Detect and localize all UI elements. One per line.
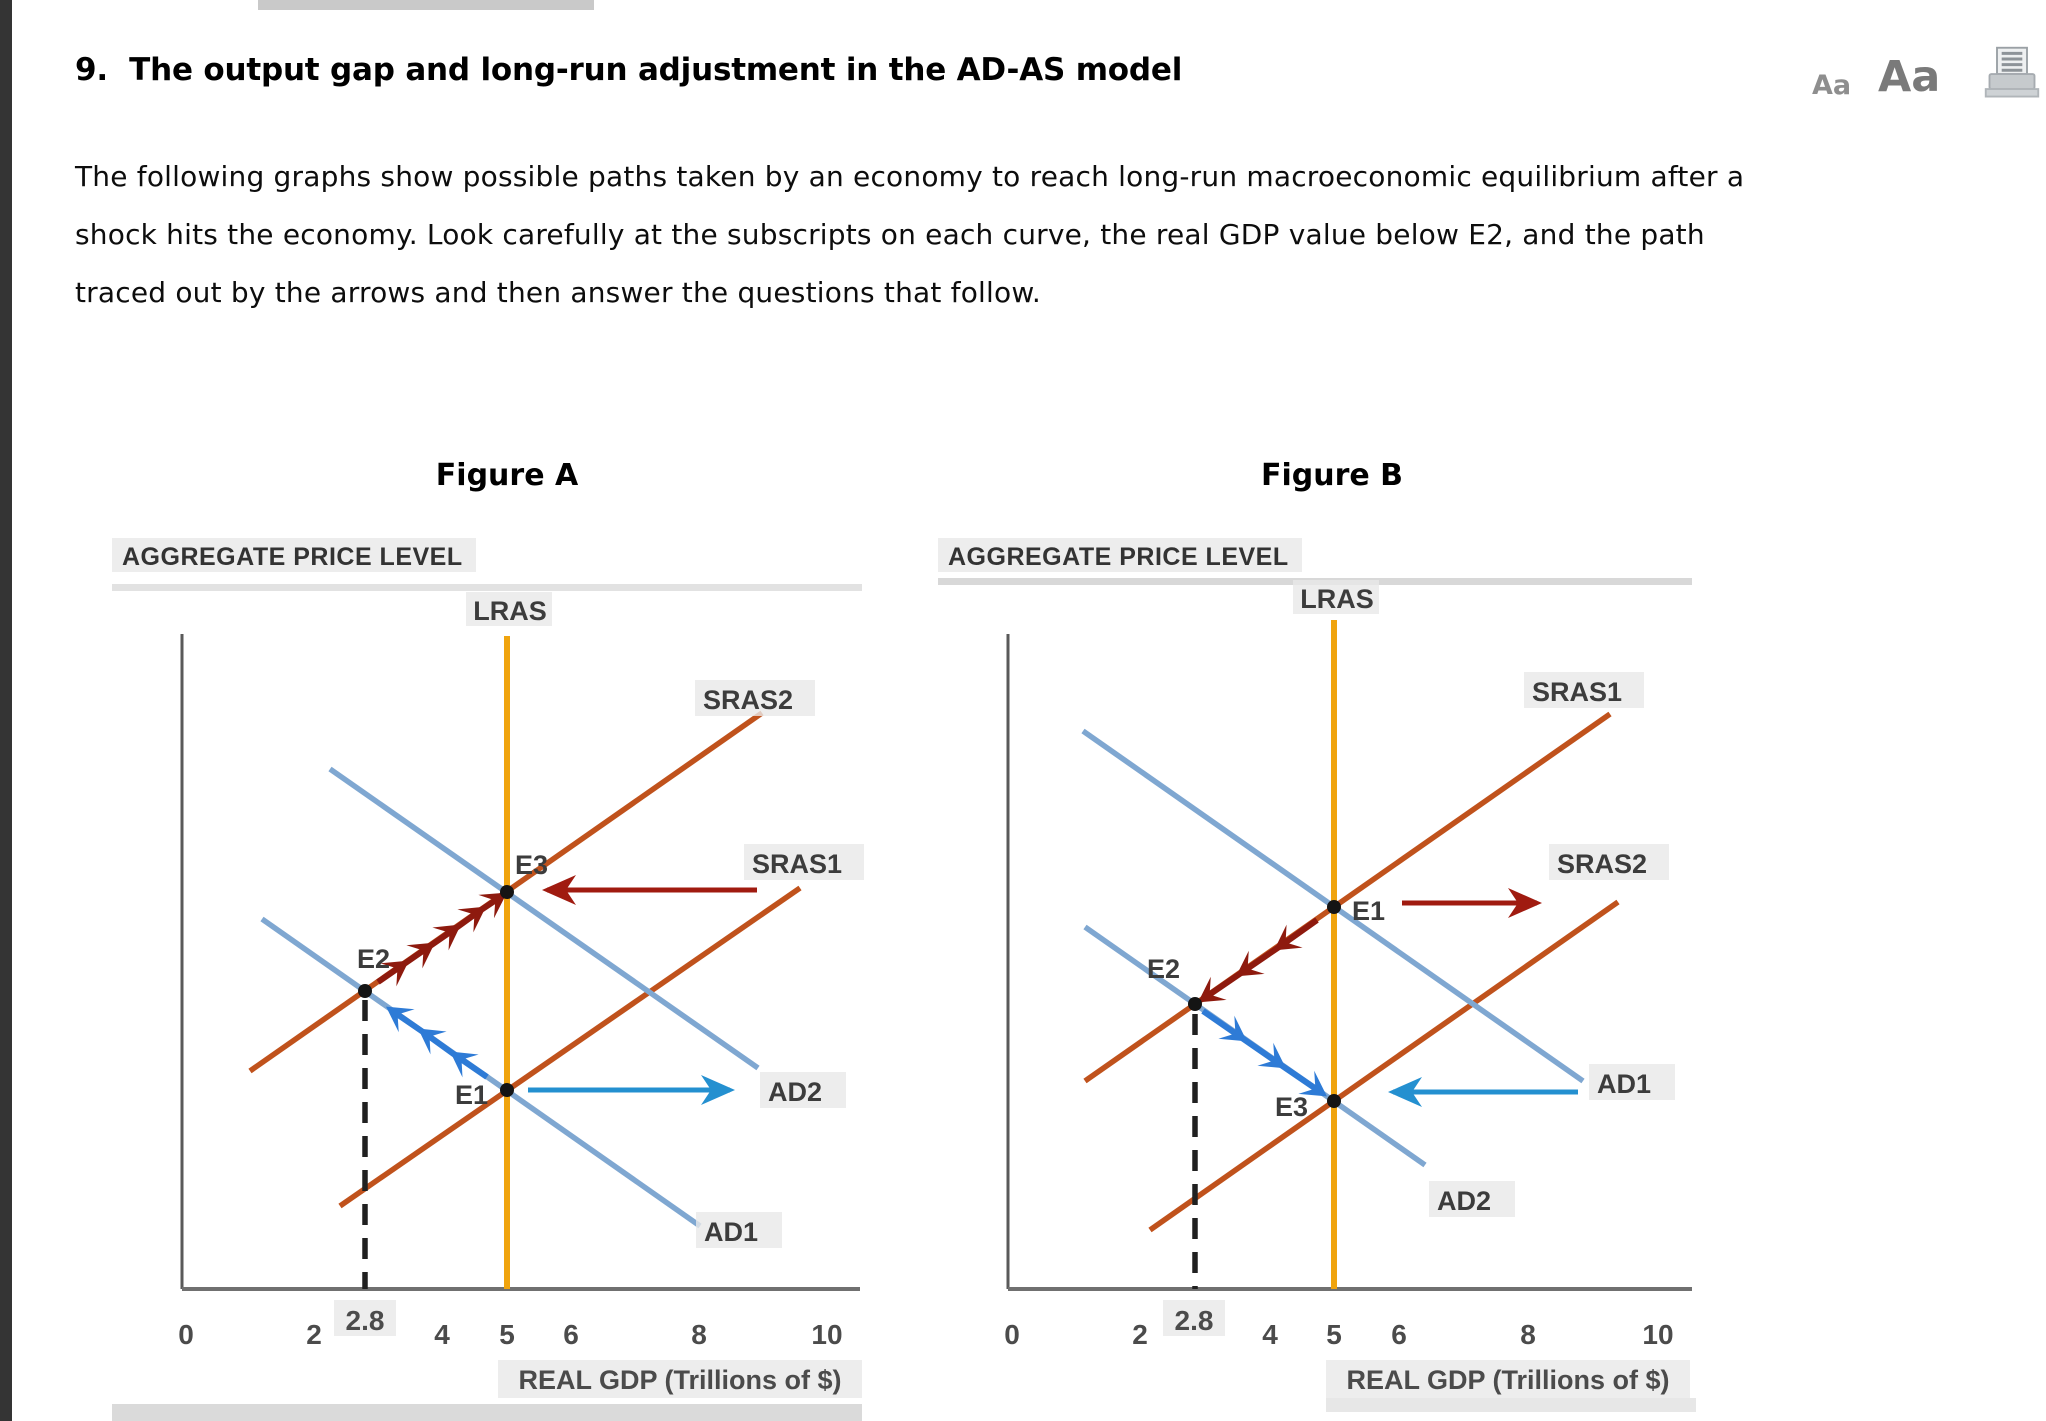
figure-a-title: Figure A: [435, 458, 579, 493]
figure-b-title: Figure B: [1260, 458, 1404, 493]
figure-a-tick-6: 6: [563, 1319, 579, 1350]
label-bg: [498, 1360, 862, 1398]
figure-b-sras2-curve: [1148, 899, 1620, 1233]
figure-a-ad1-label: AD1: [704, 1217, 758, 1247]
figure-b-ad2-label: AD2: [1437, 1186, 1491, 1216]
printer-icon: [1984, 46, 2040, 98]
figure-a-tick-4: 4: [434, 1319, 450, 1350]
print-button[interactable]: [1982, 42, 2042, 111]
figure-b-tick-5: 5: [1326, 1319, 1342, 1350]
figure-a-e3-point: [500, 885, 514, 899]
figure-a-tick-0: 0: [178, 1319, 194, 1350]
figure-b-y-axis-label: AGGREGATE PRICE LEVEL: [948, 543, 1289, 571]
figure-b-e1-label: E1: [1352, 896, 1385, 926]
figure-b-sras1-label: SRAS1: [1532, 677, 1622, 707]
figure-a-lras-label: LRAS: [473, 596, 547, 626]
font-size-large-button[interactable]: Aa: [1878, 52, 1941, 102]
figure-a-x-axis-label: REAL GDP (Trillions of $): [518, 1365, 841, 1395]
figure-b-e3-point: [1327, 1094, 1341, 1108]
figure-b-ad1-label: AD1: [1597, 1069, 1651, 1099]
figure-a-plot: AGGREGATE PRICE LEVEL LRAS SRAS2 SRAS1 A…: [112, 538, 864, 1421]
figure-b-tick-10: 10: [1642, 1319, 1673, 1350]
figure-b-e3-label: E3: [1275, 1092, 1308, 1122]
font-size-small-button[interactable]: Aa: [1812, 70, 1852, 101]
intro-line-1: The following graphs show possible paths…: [75, 160, 1745, 193]
figure-b-movement-e1-to-e2-arrows: [1198, 917, 1319, 1003]
label-bg: [1326, 1360, 1690, 1398]
page-title: 9. The output gap and long-run adjustmen…: [75, 52, 1183, 88]
label-bg: [334, 1300, 396, 1336]
figure-b-tick-6: 6: [1391, 1319, 1407, 1350]
figure-a-sras1-curve: [338, 885, 802, 1209]
figure-a-movement-e1-to-e2-arrows: [386, 1006, 489, 1080]
figure-b-bottom-border: [1326, 1398, 1696, 1412]
figure-a-e2-point: [358, 984, 372, 998]
label-bg: [112, 538, 476, 572]
figure-b-e1-point: [1327, 900, 1341, 914]
figure-a-tick-2: 2: [306, 1319, 322, 1350]
figure-b-tick-4: 4: [1262, 1319, 1278, 1350]
figure-b-tick-2: 2: [1132, 1319, 1148, 1350]
figure-a-movement-e2-to-e3-arrows: [376, 892, 507, 987]
figure-b-e2-point: [1188, 997, 1202, 1011]
left-scrollbar[interactable]: [0, 0, 12, 1421]
figure-b-lras-label: LRAS: [1300, 584, 1374, 614]
figure-b-plot: AGGREGATE PRICE LEVEL LRAS SRAS1 SRAS2 A…: [938, 538, 1696, 1412]
figure-b-tick-8: 8: [1520, 1319, 1536, 1350]
label-bg: [695, 680, 815, 716]
figure-a-ad2-curve: [328, 766, 760, 1071]
figure-b-tick-0: 0: [1004, 1319, 1020, 1350]
label-bg: [1589, 1064, 1675, 1100]
label-bg: [696, 1212, 782, 1248]
figure-b-x-axis-label: REAL GDP (Trillions of $): [1346, 1365, 1669, 1395]
intro-line-2: shock hits the economy. Look carefully a…: [75, 218, 1705, 251]
label-bg: [744, 844, 864, 880]
figure-a-e1-point: [500, 1083, 514, 1097]
label-bg: [938, 538, 1302, 572]
figure-a-e1-label: E1: [455, 1080, 488, 1110]
figure-a-tick-10: 10: [811, 1319, 842, 1350]
figure-b-movement-e2-to-e3-arrows: [1201, 1008, 1327, 1097]
figure-a-tick-2-8: 2.8: [346, 1305, 385, 1336]
figure-a-e2-label: E2: [357, 944, 390, 974]
label-bg: [760, 1072, 846, 1108]
intro-paragraph: The following graphs show possible paths…: [75, 148, 1744, 322]
figure-a-sras1-label: SRAS1: [752, 849, 842, 879]
label-bg: [1524, 672, 1644, 708]
label-bg: [466, 592, 552, 626]
label-bg: [1293, 580, 1379, 614]
figure-a-tick-8: 8: [691, 1319, 707, 1350]
figure-a-bottom-border: [112, 1404, 862, 1421]
figure-a-y-axis-label: AGGREGATE PRICE LEVEL: [122, 543, 463, 571]
figure-b-sras1-curve: [1083, 711, 1612, 1084]
figure-b-e2-label: E2: [1147, 954, 1180, 984]
figure-a-e3-label: E3: [515, 850, 548, 880]
intro-line-3: traced out by the arrows and then answer…: [75, 276, 1041, 309]
figure-b-tick-2-8: 2.8: [1175, 1305, 1214, 1336]
figure-a-top-border: [112, 584, 862, 591]
top-edge-strip: [258, 0, 594, 10]
label-bg: [1429, 1181, 1515, 1217]
label-bg: [1163, 1300, 1225, 1336]
figure-a-sras2-label: SRAS2: [703, 685, 793, 715]
figure-b-sras2-label: SRAS2: [1557, 849, 1647, 879]
toolbar: Aa Aa: [1806, 40, 2046, 120]
label-bg: [1549, 844, 1669, 880]
figure-a-tick-5: 5: [499, 1319, 515, 1350]
figure-a-ad2-label: AD2: [768, 1077, 822, 1107]
